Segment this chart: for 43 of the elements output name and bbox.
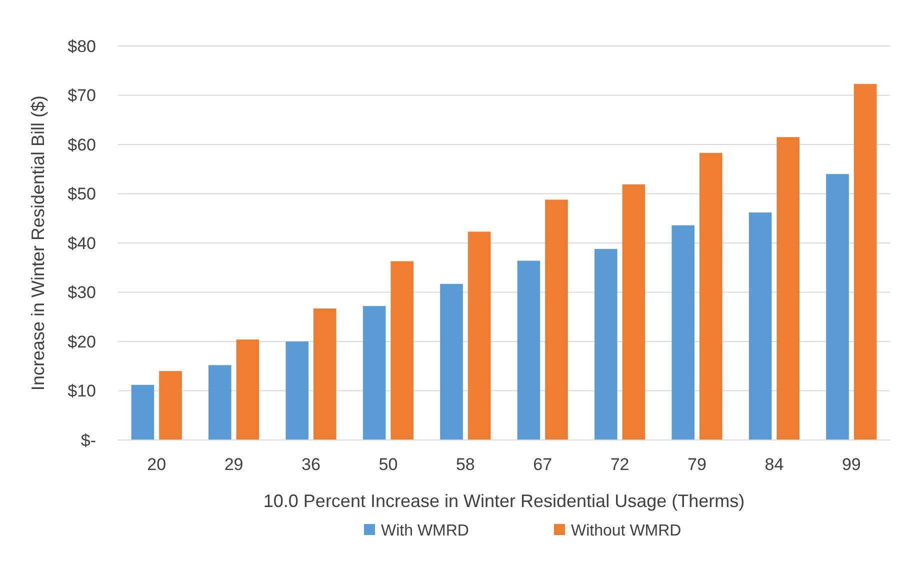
y-axis-title: Increase in Winter Residential Bill ($)	[28, 95, 48, 391]
x-tick-label: 99	[842, 455, 861, 474]
y-tick-label: $10	[68, 382, 96, 401]
bar	[826, 174, 849, 440]
x-axis-title: 10.0 Percent Increase in Winter Residential Usage (Therms)	[263, 491, 745, 511]
bar	[314, 308, 336, 440]
y-tick-label: $-	[80, 430, 96, 450]
y-tick-label: $60	[68, 135, 96, 154]
x-tick-label: 50	[378, 455, 398, 474]
x-tick-label: 79	[688, 455, 706, 474]
bar	[748, 212, 772, 440]
bar	[362, 306, 386, 440]
x-tick-label: 72	[610, 455, 630, 474]
y-tick-label: $50	[68, 184, 96, 204]
bar	[390, 261, 414, 440]
x-tick-label: 36	[302, 455, 320, 474]
bar	[286, 342, 308, 440]
x-tick-label: 67	[533, 455, 552, 474]
legend-label: With WMRD	[381, 522, 469, 540]
bar	[208, 365, 232, 440]
x-tick-label: 58	[456, 455, 475, 474]
bar	[594, 248, 618, 440]
legend-label: Without WMRD	[571, 522, 682, 540]
bar	[517, 260, 540, 440]
x-tick-label: 84	[764, 455, 784, 474]
bar	[700, 152, 722, 440]
bar	[440, 284, 463, 440]
x-tick-label: 29	[224, 455, 244, 474]
bar	[854, 84, 877, 440]
bar	[159, 371, 182, 440]
bar	[131, 384, 154, 440]
x-tick-label: 20	[147, 455, 166, 474]
bar	[672, 225, 694, 440]
y-tick-label: $70	[68, 86, 96, 106]
bar	[468, 232, 491, 440]
y-tick-label: $20	[68, 332, 96, 352]
bar	[776, 137, 800, 440]
y-tick-label: $40	[68, 234, 96, 253]
bar	[622, 184, 646, 440]
bar	[236, 340, 260, 440]
y-tick-label: $30	[68, 283, 96, 302]
bar	[545, 200, 568, 440]
y-tick-label: $80	[68, 36, 96, 56]
